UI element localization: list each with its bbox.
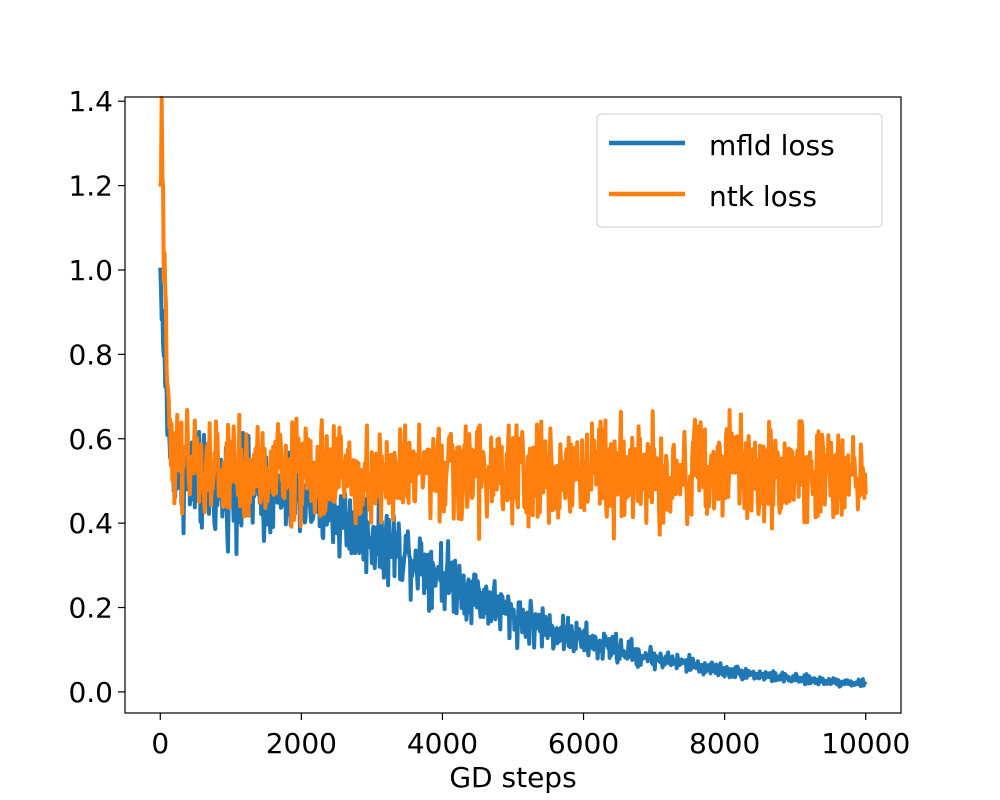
- y-tick-label: 0.4: [68, 507, 113, 540]
- y-tick-label: 0.8: [68, 338, 113, 371]
- legend-label-mfld: mfld loss: [709, 129, 835, 162]
- axes-frame: [124, 96, 902, 714]
- x-tick-label: 4000: [407, 727, 478, 760]
- y-tick-label: 1.0: [68, 254, 113, 287]
- y-tick-label: 1.4: [68, 85, 113, 118]
- y-tick-label: 0.2: [68, 592, 113, 625]
- x-tick-label: 10000: [821, 727, 910, 760]
- y-tick-label: 0.0: [68, 676, 113, 709]
- y-tick-label: 0.6: [68, 423, 113, 456]
- series-line-ntk-loss: [158, 96, 868, 541]
- legend: mfld loss ntk loss: [596, 113, 883, 228]
- x-tick-label: 6000: [548, 727, 619, 760]
- x-tick-label: 8000: [689, 727, 760, 760]
- series-lines: [158, 96, 868, 689]
- x-ticks: 0 2000 4000 6000 8000 10000: [151, 713, 910, 760]
- x-tick-label: 0: [151, 727, 169, 760]
- legend-label-ntk: ntk loss: [709, 180, 817, 213]
- y-ticks: 0.0 0.2 0.4 0.6 0.8 1.0 1.2 1.4: [68, 85, 125, 709]
- y-tick-label: 1.2: [68, 170, 113, 203]
- x-tick-label: 2000: [266, 727, 337, 760]
- x-axis-label: GD steps: [449, 761, 576, 794]
